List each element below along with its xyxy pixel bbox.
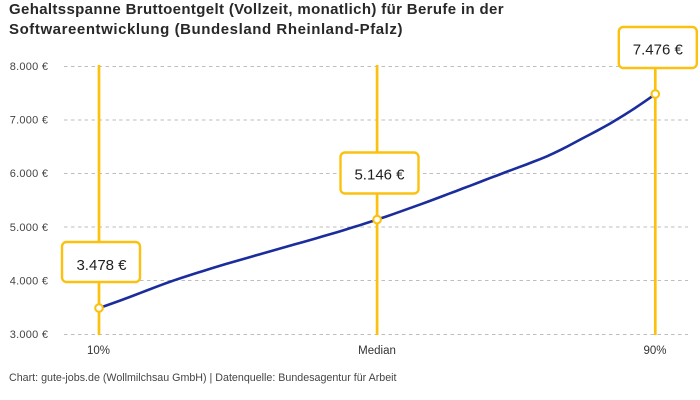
svg-text:3.478 €: 3.478 €: [76, 257, 127, 274]
svg-text:8.000 €: 8.000 €: [10, 61, 48, 73]
svg-text:7.000 €: 7.000 €: [10, 115, 48, 127]
svg-text:10%: 10%: [87, 345, 110, 357]
svg-text:4.000 €: 4.000 €: [10, 275, 48, 287]
svg-text:5.146 €: 5.146 €: [354, 167, 405, 184]
svg-text:90%: 90%: [643, 345, 666, 357]
svg-text:6.000 €: 6.000 €: [10, 168, 48, 180]
svg-text:3.000 €: 3.000 €: [10, 329, 48, 341]
svg-text:Median: Median: [358, 345, 396, 357]
svg-text:5.000 €: 5.000 €: [10, 222, 48, 234]
svg-text:7.476 €: 7.476 €: [633, 41, 684, 58]
